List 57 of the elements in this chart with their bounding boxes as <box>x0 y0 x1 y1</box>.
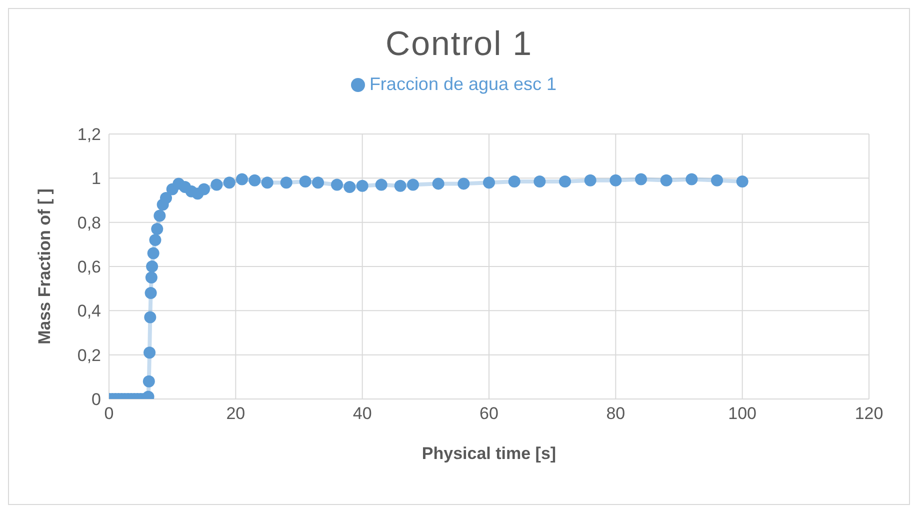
point <box>160 192 172 204</box>
point <box>151 222 164 235</box>
y-tick-label: 1 <box>92 169 101 188</box>
point <box>144 346 156 359</box>
x-tick-label: 120 <box>854 404 884 424</box>
point <box>144 311 156 324</box>
y-tick-label: 0,8 <box>77 213 101 232</box>
point <box>210 178 223 191</box>
point <box>559 175 571 188</box>
point <box>312 176 324 189</box>
point <box>154 210 166 222</box>
point <box>407 178 419 191</box>
x-tick-label: 20 <box>226 404 246 424</box>
point <box>145 272 158 284</box>
point <box>610 174 622 186</box>
point <box>508 175 520 188</box>
point <box>223 176 236 189</box>
x-tick-label: 60 <box>480 404 498 424</box>
y-tick-label: 0,6 <box>77 258 101 277</box>
point <box>483 176 495 189</box>
point <box>356 180 368 192</box>
point <box>149 234 162 246</box>
point <box>344 181 356 193</box>
point <box>635 173 647 186</box>
point <box>584 174 596 186</box>
point <box>280 176 292 189</box>
chart-title: Control 1 <box>384 25 534 64</box>
y-tick-label: 1,2 <box>77 125 101 144</box>
point <box>331 178 343 191</box>
point <box>146 260 158 272</box>
y-tick-label: 0 <box>92 390 101 410</box>
point <box>394 180 406 192</box>
x-tick-label: 80 <box>606 404 626 424</box>
y-tick-label: 0,4 <box>77 302 101 321</box>
point <box>248 174 261 186</box>
point <box>375 178 388 191</box>
point <box>534 175 546 188</box>
x-tick-label: 40 <box>352 404 372 424</box>
legend-label: Fraccion de agua esc 1 <box>369 74 557 94</box>
point <box>147 247 160 260</box>
point <box>711 174 723 186</box>
point <box>299 175 312 188</box>
point <box>458 178 470 190</box>
y-tick-label: 0,2 <box>77 346 101 365</box>
point <box>432 178 444 190</box>
point <box>144 287 157 299</box>
point <box>660 174 672 186</box>
x-tick-label: 100 <box>728 404 757 424</box>
point <box>142 375 155 388</box>
x-tick-label: 0 <box>104 404 114 424</box>
y-axis-title: Mass Fraction of [ ] <box>35 188 54 344</box>
point <box>261 176 274 189</box>
x-axis-title: Physical time [s] <box>422 444 556 463</box>
point <box>198 183 210 196</box>
point <box>686 173 698 186</box>
point <box>236 173 248 186</box>
point <box>736 175 748 188</box>
